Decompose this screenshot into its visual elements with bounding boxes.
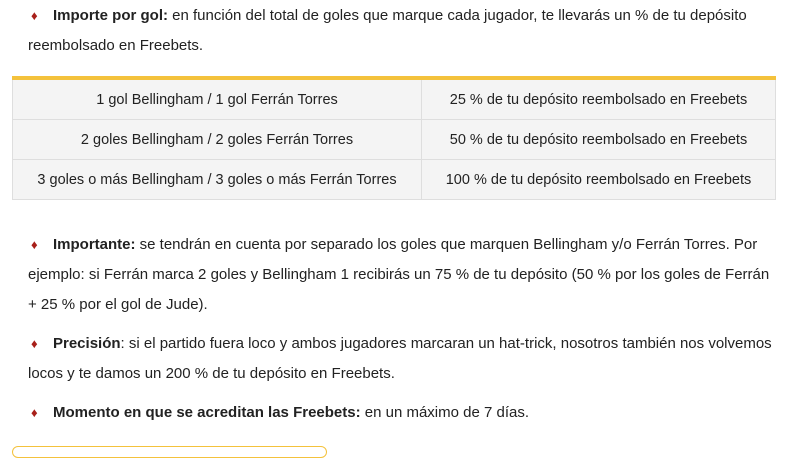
item-label: Importante:	[53, 236, 136, 253]
table-cell: 2 goles Bellingham / 2 goles Ferrán Torr…	[12, 119, 422, 160]
item-label: Momento en que se acreditan las Freebets…	[53, 404, 361, 421]
table-cell: 100 % de tu depósito reembolsado en Free…	[421, 159, 776, 200]
diamond-bullet-icon: ♦	[31, 237, 38, 252]
diamond-bullet-icon: ♦	[31, 8, 38, 23]
bullet-importante: ♦ Importante: se tendrán en cuenta por se…	[28, 230, 778, 320]
bullet-importe-por-gol: ♦ Importe por gol: en función del total d…	[28, 1, 778, 61]
table-cell: 3 goles o más Bellingham / 3 goles o más…	[12, 159, 422, 200]
bullet-precision: ♦ Precisión: si el partido fuera loco y a…	[28, 329, 778, 389]
bullet-momento: ♦ Momento en que se acreditan las Freebet…	[28, 398, 778, 428]
item-label: Importe por gol:	[53, 7, 168, 24]
item-text: en función del total de goles que marque…	[28, 7, 747, 54]
item-text: : si el partido fuera loco y ambos jugad…	[28, 335, 772, 382]
item-text: se tendrán en cuenta por separado los go…	[28, 236, 770, 313]
table-cell: 1 gol Bellingham / 1 gol Ferrán Torres	[12, 77, 422, 120]
table-cell: 25 % de tu depósito reembolsado en Freeb…	[421, 77, 776, 120]
table-cell: 50 % de tu depósito reembolsado en Freeb…	[421, 119, 776, 160]
item-text: en un máximo de 7 días.	[360, 404, 530, 421]
cta-box[interactable]	[12, 446, 327, 458]
item-label: Precisión	[53, 335, 121, 352]
table-row: 2 goles Bellingham / 2 goles Ferrán Torr…	[12, 119, 776, 160]
diamond-bullet-icon: ♦	[31, 336, 38, 351]
diamond-bullet-icon: ♦	[31, 405, 38, 420]
table-row: 1 gol Bellingham / 1 gol Ferrán Torres 2…	[12, 77, 776, 120]
rewards-table: 1 gol Bellingham / 1 gol Ferrán Torres 2…	[12, 76, 776, 200]
table-row: 3 goles o más Bellingham / 3 goles o más…	[12, 159, 776, 200]
